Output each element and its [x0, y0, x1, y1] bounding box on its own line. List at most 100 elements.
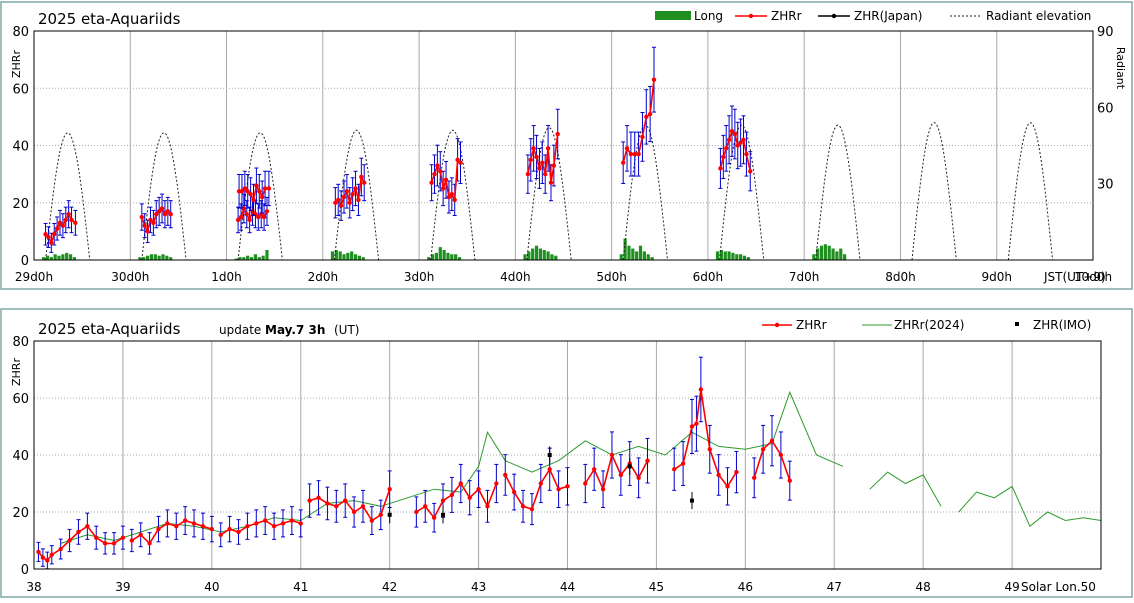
bottom-zhr-point [734, 469, 739, 475]
bottom-zhr-point [147, 541, 152, 546]
top-radiant-curve [141, 132, 187, 261]
top-long-bar [68, 254, 73, 260]
bottom-zhr-point [200, 524, 206, 529]
bottom-zhr-point [218, 532, 223, 537]
top-long-bar [142, 257, 146, 260]
bottom-zhr-point [280, 521, 286, 526]
top-zhr-point [440, 186, 446, 191]
bottom-zhr-point [636, 475, 641, 480]
bottom-chart-panel: 2025 eta-Aquariids update May.7 3h (UT) … [0, 308, 1133, 598]
top-zhr-point [142, 223, 147, 228]
bottom-zhr-2024-line [869, 471, 942, 507]
top-zhr-point [49, 240, 54, 246]
top-zhr-point [548, 180, 554, 185]
top-zhr-point [235, 217, 241, 223]
top-zhr-point [647, 111, 653, 117]
top-long-bar [531, 248, 535, 260]
top-zhr-point [741, 137, 746, 142]
bottom-zhr-point [494, 481, 499, 486]
top-long-bar [427, 257, 431, 260]
top-radiant-curve [719, 124, 765, 261]
top-zhr-point [333, 200, 338, 205]
legend-zhr-japan-marker [831, 13, 837, 19]
bottom-x-tick-label: 39 [115, 580, 130, 594]
bottom-plot-border [33, 340, 1102, 570]
top-long-bar [538, 248, 542, 260]
top-chart-title: 2025 eta-Aquariids [38, 10, 181, 28]
top-long-bar [843, 254, 847, 260]
legend2-zhrr-2024-label: ZHRr(2024) [894, 318, 964, 332]
bottom-zhr-point [45, 558, 50, 563]
top-zhr-point [57, 220, 63, 225]
top-y2-tick-labels: 30 60 90 [1097, 25, 1114, 193]
bottom-x-tick-label: 45 [649, 580, 664, 594]
top-long-bar [346, 252, 350, 260]
top-radiant-curve [45, 132, 91, 261]
top-x-tick-label: 10d0h [1074, 270, 1112, 284]
top-long-bar [831, 248, 835, 260]
top-zhr-point [156, 209, 162, 214]
top-zhr-point [718, 166, 723, 171]
top-long-bar [157, 255, 161, 260]
bottom-zhr-point [547, 467, 552, 472]
top-long-bar [638, 245, 643, 260]
bottom-zhr-point [680, 461, 686, 466]
top-long-bar [434, 252, 439, 260]
top-long-bar [812, 254, 816, 260]
top-y2-axis-label: Radiant [1114, 47, 1127, 90]
top-x-tick-label: 9d0h [981, 270, 1012, 284]
top-long-bar [642, 251, 646, 260]
top-x-tick-label: 30d0h [111, 270, 149, 284]
top-zhr-point [336, 197, 341, 203]
top-x-unit-label: JST(UT+9) [1043, 270, 1106, 284]
top-long-bar [257, 257, 261, 260]
top-zhr-point [432, 171, 437, 177]
top-zhr-point [628, 151, 634, 157]
bottom-zhr-point [672, 467, 677, 472]
bottom-y-tick-label: 80 [12, 335, 29, 350]
bottom-zhr-line [220, 519, 302, 536]
top-x-tick-label: 7d0h [789, 270, 820, 284]
bottom-y-axis-label: ZHRr [10, 358, 23, 386]
top-zhr-point [735, 143, 740, 148]
legend-long-swatch [655, 11, 691, 20]
top-long-bar [719, 249, 723, 260]
top-zhr-point [254, 183, 259, 188]
bottom-y-tick-labels: 0 20 40 60 80 [12, 335, 29, 578]
top-zhr-point [726, 137, 732, 142]
top-long-bar [161, 254, 165, 260]
legend2-zhrr-label: ZHRr [796, 318, 827, 332]
top-long-bar [242, 257, 246, 260]
top-long-bar [165, 255, 169, 260]
bottom-legend: ZHRr ZHRr(2024) ZHR(IMO) [762, 318, 1091, 332]
bottom-zhr-point [209, 526, 215, 532]
bottom-zhr-point [511, 489, 517, 495]
bottom-zhr-point [583, 481, 588, 486]
update-suffix: (UT) [334, 323, 359, 337]
top-zhr-point [458, 160, 463, 165]
top-zhr-point [46, 234, 51, 240]
bottom-zhr-point [565, 484, 570, 489]
top-long-bar [249, 257, 254, 260]
top-x-tick-label: 2d0h [308, 270, 339, 284]
bottom-zhr-point [618, 472, 624, 478]
legend-zhrr-marker [748, 13, 754, 19]
top-zhr-point [257, 189, 262, 194]
bottom-zhr-point [752, 475, 757, 480]
top-zhr-point [145, 229, 150, 234]
top-long-bar [731, 252, 735, 260]
bottom-x-tick-label: 38 [26, 580, 41, 594]
top-zhr-point [640, 134, 645, 140]
bottom-zhr-point [76, 529, 81, 535]
bottom-zhr-point [325, 501, 330, 506]
legend2-imo-label: ZHR(IMO) [1033, 318, 1091, 332]
top-y2-tick-label: 30 [1097, 178, 1114, 193]
top-zhr-point [162, 212, 168, 217]
bottom-zhr-point [40, 555, 46, 560]
bottom-zhr-line [309, 488, 391, 522]
top-long-bar [646, 254, 650, 260]
top-zhr-point [525, 171, 531, 177]
top-long-bar [650, 257, 654, 260]
bottom-zhr-point [378, 512, 383, 518]
